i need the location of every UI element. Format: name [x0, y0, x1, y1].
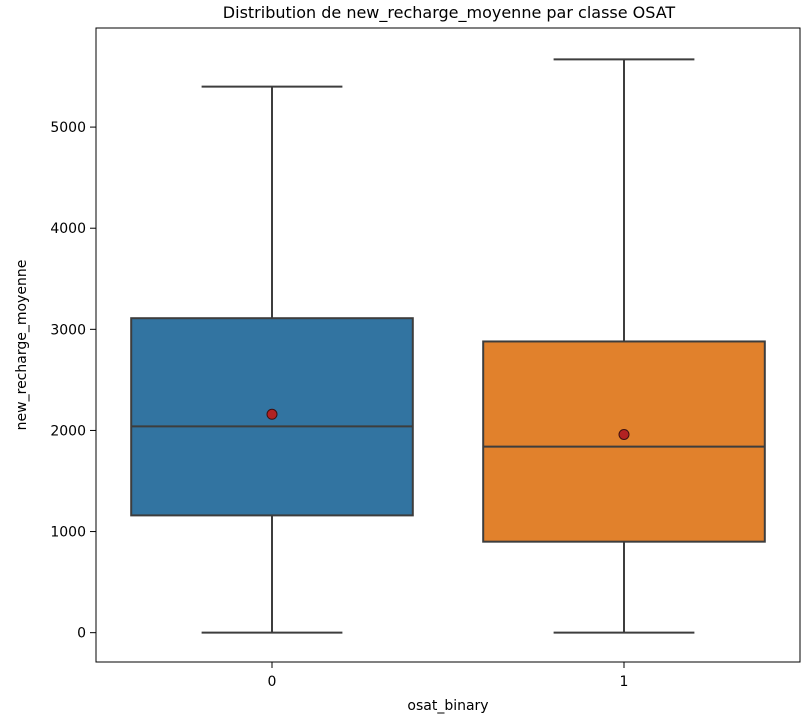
x-axis-label: osat_binary [407, 698, 488, 714]
mean-marker-0 [266, 408, 278, 420]
y-axis: 0 1000 2000 3000 4000 5000 [50, 120, 96, 642]
x-tick-label-1: 1 [620, 674, 629, 690]
boxes-group [130, 58, 766, 634]
box-group-0 [130, 85, 414, 634]
y-tick-label-4: 4000 [50, 221, 86, 237]
plot-frame [95, 27, 801, 663]
box-1 [482, 340, 766, 543]
y-tick-label-1: 1000 [50, 525, 86, 541]
y-axis-label: new_recharge_moyenne [14, 260, 30, 431]
y-tick-label-5: 5000 [50, 120, 86, 136]
y-tick-label-3: 3000 [50, 322, 86, 338]
x-tick-label-0: 0 [268, 674, 277, 690]
mean-marker-1 [618, 428, 630, 440]
y-tick-label-2: 2000 [50, 423, 86, 439]
chart-title: Distribution de new_recharge_moyenne par… [223, 3, 676, 23]
y-tick-label-0: 0 [77, 626, 86, 642]
box-group-1 [482, 58, 766, 634]
